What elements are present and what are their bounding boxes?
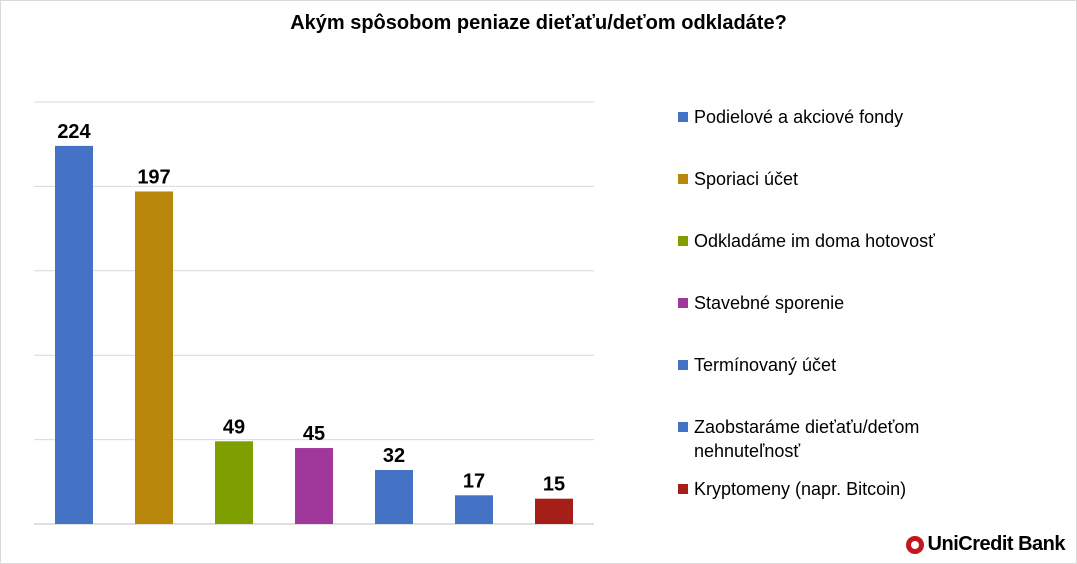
- bar-1: [55, 145, 93, 524]
- bar-6: [455, 495, 493, 524]
- legend-item-4: Stavebné sporenie: [678, 291, 954, 315]
- data-label-3: 49: [223, 416, 245, 438]
- legend-swatch: [678, 112, 688, 122]
- legend-swatch: [678, 484, 688, 494]
- legend-item-7: Kryptomeny (napr. Bitcoin): [678, 477, 954, 501]
- legend-swatch: [678, 422, 688, 432]
- data-label-1: 224: [57, 121, 91, 143]
- unicredit-logo-icon: [905, 535, 924, 554]
- bar-3: [215, 441, 253, 524]
- data-label-4: 45: [303, 423, 325, 445]
- legend-swatch: [678, 298, 688, 308]
- bar-4: [295, 448, 333, 524]
- legend-swatch: [678, 174, 688, 184]
- bar-2: [135, 191, 173, 525]
- data-label-5: 32: [383, 445, 405, 467]
- legend-label: Sporiaci účet: [694, 169, 799, 189]
- data-label-6: 17: [463, 470, 485, 492]
- legend-item-5: Termínovaný účet: [678, 353, 954, 377]
- legend-label: Stavebné sporenie: [694, 293, 845, 313]
- legend-item-2: Sporiaci účet: [678, 167, 954, 191]
- legend-item-3: Odkladáme im doma hotovosť: [678, 229, 954, 253]
- legend-item-1: Podielové a akciové fondy: [678, 105, 954, 129]
- legend-item-6: Zaobstaráme dieťaťu/deťom nehnuteľnosť: [678, 415, 954, 463]
- legend-label: Termínovaný účet: [694, 355, 837, 375]
- legend-label: Podielové a akciové fondy: [694, 107, 904, 127]
- legend-swatch: [678, 236, 688, 246]
- bar-5: [375, 469, 413, 524]
- unicredit-logo: UniCredit Bank: [905, 533, 1066, 556]
- legend-swatch: [678, 360, 688, 370]
- brand-name: UniCredit Bank: [927, 533, 1066, 555]
- legend-label: Zaobstaráme dieťaťu/deťom nehnuteľnosť: [694, 417, 920, 461]
- chart-title: Akým spôsobom peniaze dieťaťu/deťom odkl…: [290, 12, 787, 34]
- data-label-7: 15: [543, 474, 565, 496]
- bar-7: [535, 498, 573, 524]
- data-label-2: 197: [137, 166, 170, 188]
- legend-label: Kryptomeny (napr. Bitcoin): [694, 479, 907, 499]
- legend-label: Odkladáme im doma hotovosť: [694, 231, 935, 251]
